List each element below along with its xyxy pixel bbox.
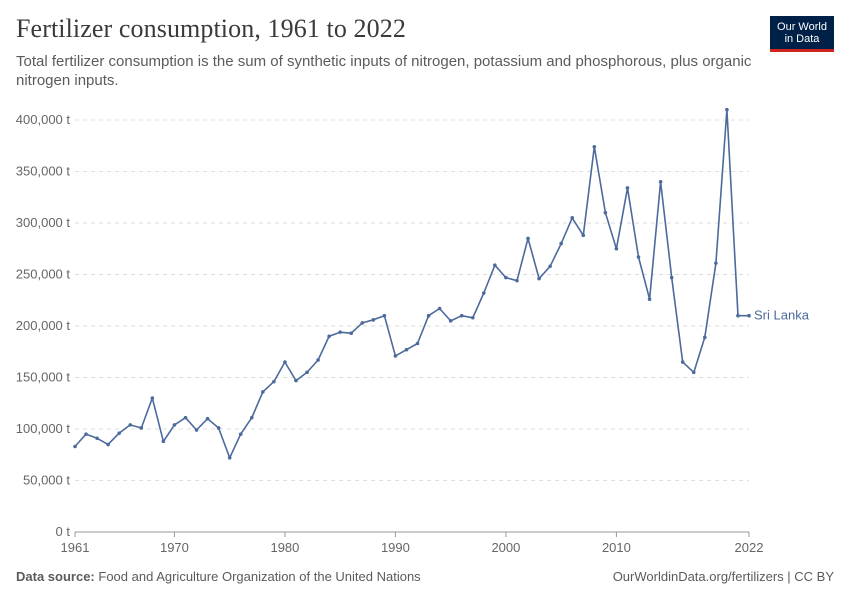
data-point[interactable] bbox=[272, 379, 276, 384]
y-tick-label: 250,000 t bbox=[16, 267, 71, 282]
data-source-label: Data source: bbox=[16, 569, 95, 584]
data-point[interactable] bbox=[283, 360, 287, 364]
data-point[interactable] bbox=[470, 315, 475, 320]
y-tick-label: 50,000 t bbox=[23, 473, 70, 488]
data-point[interactable] bbox=[95, 436, 99, 441]
logo-line-1: Our World bbox=[777, 20, 827, 33]
data-point[interactable] bbox=[537, 276, 541, 281]
data-point[interactable] bbox=[415, 341, 420, 346]
data-point[interactable] bbox=[294, 378, 298, 383]
series-labels: Sri Lanka bbox=[754, 308, 810, 323]
data-point[interactable] bbox=[515, 278, 519, 283]
data-point[interactable] bbox=[736, 313, 740, 318]
data-point[interactable] bbox=[371, 318, 376, 322]
data-point[interactable] bbox=[614, 246, 619, 251]
data-point[interactable] bbox=[238, 432, 243, 436]
data-point[interactable] bbox=[338, 330, 342, 334]
x-tick-label: 1970 bbox=[160, 540, 189, 555]
data-point[interactable] bbox=[327, 334, 331, 339]
axes: 0 t 50,000 t 100,000 t 150,000 t 200,000 t 25… bbox=[16, 112, 764, 555]
data-point[interactable] bbox=[316, 358, 320, 362]
grid-lines bbox=[75, 119, 749, 481]
data-point[interactable] bbox=[625, 186, 630, 190]
data-point[interactable] bbox=[592, 144, 597, 149]
chart-subtitle: Total fertilizer consumption is the sum … bbox=[16, 53, 752, 89]
data-point[interactable] bbox=[703, 335, 707, 340]
y-tick-label: 0 t bbox=[56, 524, 71, 539]
data-point[interactable] bbox=[437, 306, 442, 311]
data-point[interactable] bbox=[559, 241, 563, 246]
data-point[interactable] bbox=[183, 415, 188, 420]
data-point[interactable] bbox=[305, 370, 309, 375]
data-point[interactable] bbox=[261, 390, 265, 394]
x-tick-label: 2010 bbox=[602, 540, 631, 555]
data-point[interactable] bbox=[382, 313, 387, 318]
data-point[interactable] bbox=[526, 236, 530, 241]
data-point[interactable] bbox=[603, 210, 608, 215]
data-point[interactable] bbox=[128, 423, 133, 427]
y-tick-label: 150,000 t bbox=[16, 370, 71, 385]
chart-title: Fertilizer consumption, 1961 to 2022 bbox=[16, 14, 406, 43]
y-tick-label: 300,000 t bbox=[16, 215, 71, 230]
footer-link[interactable]: OurWorldinData.org/fertilizers | CC BY bbox=[612, 569, 834, 584]
data-point[interactable] bbox=[482, 291, 486, 295]
data-point[interactable] bbox=[139, 426, 144, 430]
data-point[interactable] bbox=[227, 456, 232, 460]
data-point[interactable] bbox=[106, 442, 110, 447]
data-point[interactable] bbox=[205, 416, 210, 421]
x-tick-label: 1980 bbox=[270, 540, 299, 555]
data-source-text[interactable]: Food and Agriculture Organization of the… bbox=[98, 569, 421, 584]
y-tick-label: 200,000 t bbox=[16, 318, 71, 333]
y-tick-label: 400,000 t bbox=[16, 112, 71, 127]
data-point[interactable] bbox=[570, 216, 575, 220]
data-point[interactable] bbox=[84, 432, 88, 436]
data-point[interactable] bbox=[216, 426, 221, 430]
data-source: Data source: Food and Agriculture Organi… bbox=[16, 569, 421, 584]
data-point[interactable] bbox=[669, 275, 674, 280]
data-point[interactable] bbox=[161, 439, 166, 444]
owid-logo[interactable]: Our World in Data bbox=[770, 16, 834, 52]
data-point[interactable] bbox=[360, 321, 365, 325]
x-tick-label: 2000 bbox=[491, 540, 520, 555]
data-point[interactable] bbox=[747, 313, 751, 318]
data-point[interactable] bbox=[658, 180, 663, 184]
data-point[interactable] bbox=[459, 313, 464, 318]
data-point[interactable] bbox=[725, 107, 729, 112]
x-tick-label: 1990 bbox=[381, 540, 410, 555]
data-point[interactable] bbox=[493, 263, 497, 268]
data-point[interactable] bbox=[349, 331, 354, 336]
series-line[interactable] bbox=[74, 108, 749, 459]
x-tick-label: 2022 bbox=[735, 540, 764, 555]
data-point[interactable] bbox=[647, 297, 652, 302]
data-point[interactable] bbox=[172, 423, 177, 427]
series-label[interactable]: Sri Lanka bbox=[754, 308, 810, 323]
data-point[interactable] bbox=[636, 255, 641, 259]
data-point[interactable] bbox=[680, 360, 685, 364]
data-point[interactable] bbox=[194, 428, 199, 432]
data-point[interactable] bbox=[150, 396, 155, 400]
data-point[interactable] bbox=[448, 319, 453, 323]
y-tick-label: 350,000 t bbox=[16, 164, 71, 179]
series-layer bbox=[73, 107, 751, 460]
data-point[interactable] bbox=[691, 370, 696, 375]
data-point[interactable] bbox=[404, 347, 409, 352]
data-point[interactable] bbox=[117, 431, 121, 435]
data-point[interactable] bbox=[249, 415, 254, 420]
data-point[interactable] bbox=[73, 444, 77, 449]
data-point[interactable] bbox=[504, 275, 508, 280]
data-point[interactable] bbox=[548, 264, 552, 269]
x-tick-label: 1961 bbox=[61, 540, 90, 555]
data-point[interactable] bbox=[714, 261, 718, 265]
logo-line-2: in Data bbox=[784, 32, 820, 45]
y-tick-label: 100,000 t bbox=[16, 421, 71, 436]
data-point[interactable] bbox=[426, 313, 431, 318]
data-point[interactable] bbox=[581, 233, 586, 238]
data-point[interactable] bbox=[393, 354, 398, 358]
